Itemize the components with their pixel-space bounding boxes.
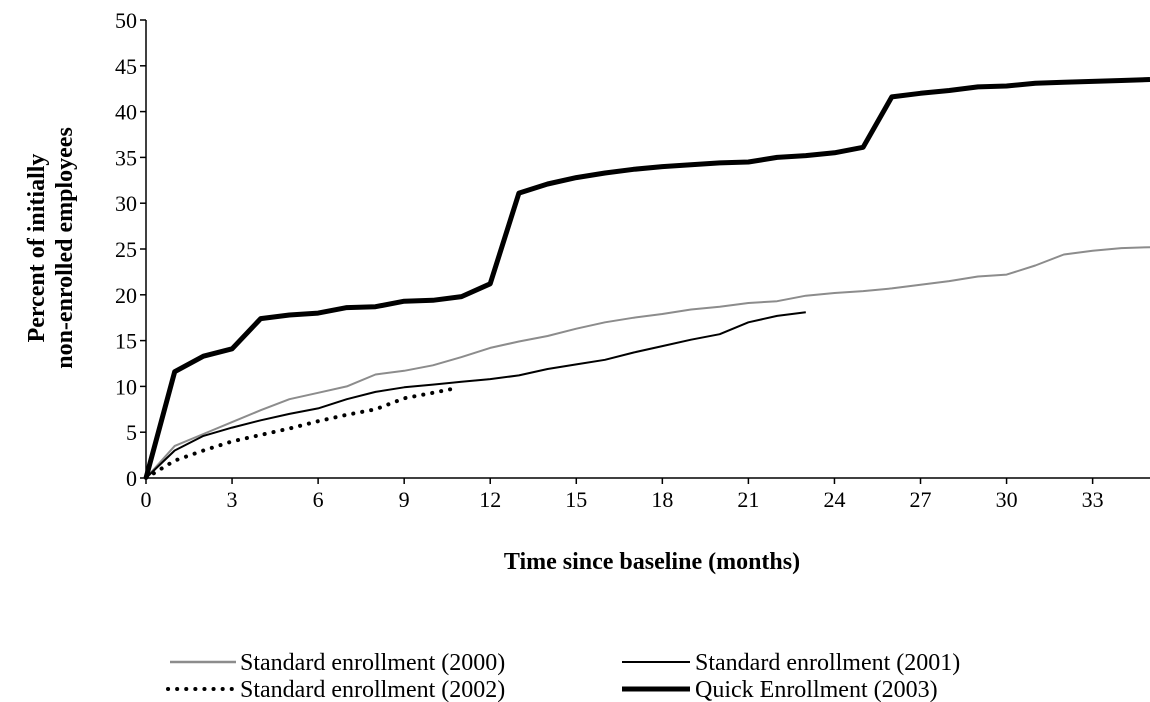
legend-label-2000: Standard enrollment (2000) [240,650,505,676]
x-axis-title: Time since baseline (months) [504,549,800,575]
legend-item-2001: Standard enrollment (2001) [622,650,960,676]
y-tick-label: 40 [115,100,137,125]
y-tick-label: 25 [115,237,137,262]
legend-item-2000: Standard enrollment (2000) [170,650,505,676]
legend: Standard enrollment (2000) Standard enro… [166,650,960,702]
x-tick-label: 9 [399,487,410,512]
series-line-2 [145,311,806,479]
y-tick-label: 0 [126,466,137,491]
series-line-3 [144,386,458,480]
y-axis-title-line-1: Percent of initially [24,154,50,343]
legend-item-2002: Standard enrollment (2002) [166,677,505,702]
x-tick-label: 6 [313,487,324,512]
legend-label-2001: Standard enrollment (2001) [695,650,960,676]
y-tick-label: 45 [115,54,137,79]
y-tick-label: 30 [115,191,137,216]
y-tick-label: 35 [115,145,137,170]
y-tick-label: 20 [115,283,137,308]
x-tick-label: 3 [227,487,238,512]
x-tick-label: 12 [479,487,501,512]
y-tick-label: 50 [115,8,137,33]
y-tick-label: 5 [126,420,137,445]
x-tick-label: 30 [996,487,1018,512]
x-tick-label: 33 [1082,487,1104,512]
x-tick-label: 27 [910,487,932,512]
series-line-1 [145,246,1150,479]
x-tick-label: 18 [651,487,673,512]
legend-label-2002: Standard enrollment (2002) [240,677,505,702]
axes: 0 5 10 15 20 25 30 35 40 45 50 0 3 6 9 12 15 18 21 24 27 30 33 [115,8,1150,512]
y-axis-title: Percent of initially non-enrolled employ… [24,127,78,369]
y-axis-title-line-2: non-enrolled employees [52,127,78,369]
legend-label-2003: Quick Enrollment (2003) [695,677,938,702]
x-tick-label: 24 [823,487,845,512]
series-line-4 [143,77,1150,479]
series-layer [143,77,1150,480]
legend-item-2003: Quick Enrollment (2003) [622,677,938,702]
x-tick-label: 15 [565,487,587,512]
y-tick-label: 10 [115,374,137,399]
y-tick-label: 15 [115,329,137,354]
x-tick-label: 0 [141,487,152,512]
x-tick-label: 21 [737,487,759,512]
